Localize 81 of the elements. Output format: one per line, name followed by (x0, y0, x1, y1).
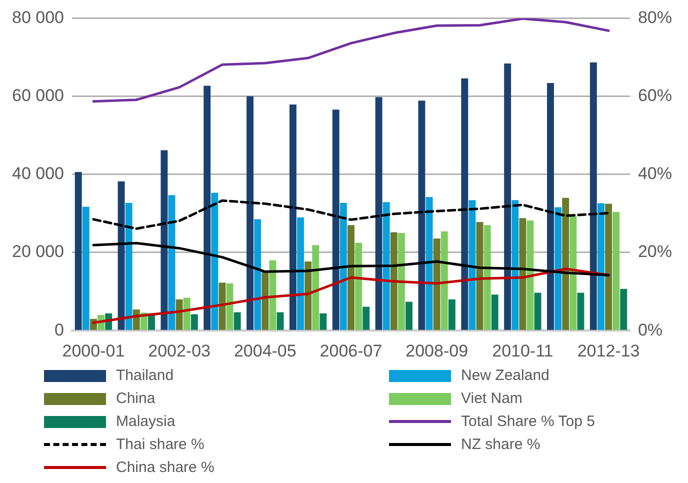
x-tick-label: 2002-03 (148, 341, 210, 360)
bar (504, 64, 512, 330)
bar (491, 294, 498, 330)
legend-label: Thai share % (116, 436, 204, 453)
y2-tick-label: 80% (638, 8, 672, 27)
x-tick-label: 2006-07 (320, 341, 382, 360)
bar (448, 299, 456, 330)
bar (211, 192, 218, 330)
bar (355, 242, 362, 330)
legend-label: China (116, 390, 156, 407)
bar (190, 314, 198, 330)
bar (605, 204, 612, 330)
bar (348, 225, 354, 330)
bar (246, 96, 254, 330)
bar (160, 150, 168, 330)
bar (289, 104, 296, 330)
bar (390, 232, 398, 330)
bar (125, 202, 132, 330)
legend-label: Total Share % Top 5 (461, 413, 595, 430)
y-tick-label: 60 000 (12, 86, 64, 105)
y-tick-label: 80 000 (12, 8, 64, 27)
bar (577, 292, 584, 330)
y-tick-label: 0 (54, 320, 64, 340)
y2-tick-label: 60% (638, 86, 672, 105)
bar (332, 110, 340, 330)
bar (590, 62, 597, 330)
bar (297, 217, 304, 330)
bar (418, 100, 426, 330)
y-tick-label: 20 000 (12, 242, 64, 262)
x-tick-label: 2000-01 (62, 341, 125, 360)
bar (254, 219, 262, 330)
bar (562, 198, 570, 330)
legend-label: New Zealand (461, 367, 550, 384)
bar (519, 218, 526, 330)
x-tick-label: 2012-13 (577, 341, 640, 360)
y2-tick-label: 20% (638, 242, 672, 262)
bar (218, 282, 226, 330)
bar (534, 292, 542, 330)
bar (484, 225, 491, 330)
x-tick-label: 2004-05 (234, 341, 296, 360)
legend-label: Thailand (116, 367, 174, 384)
legend-label: NZ share % (461, 436, 540, 453)
bar (74, 172, 82, 330)
bar (398, 232, 405, 330)
line-series (92, 199, 610, 230)
bar (276, 312, 284, 330)
bar (362, 306, 370, 330)
bar (620, 288, 628, 330)
bar (204, 86, 211, 330)
bar (461, 78, 468, 330)
bar (382, 202, 390, 330)
bar (340, 202, 347, 330)
legend-label: China share % (116, 459, 214, 476)
bar (597, 203, 604, 330)
bar (433, 238, 440, 330)
bar (226, 283, 234, 330)
bar (183, 298, 190, 330)
bar (570, 216, 577, 330)
bar (269, 260, 276, 330)
bar (234, 312, 241, 330)
bar (304, 261, 312, 330)
bar (440, 231, 448, 330)
bar (554, 207, 562, 330)
bar (320, 313, 327, 330)
bar (176, 299, 183, 330)
bar (468, 200, 476, 330)
bar (406, 302, 412, 330)
bar (375, 97, 382, 330)
bar (312, 245, 320, 330)
bar (262, 272, 269, 330)
y2-tick-label: 0% (638, 320, 663, 340)
y-tick-label: 40 000 (12, 164, 64, 184)
bar (612, 212, 620, 330)
x-tick-label: 2008-09 (406, 341, 468, 360)
bar (82, 206, 90, 330)
bar (512, 200, 519, 330)
y2-tick-label: 40% (638, 164, 672, 184)
bar (547, 83, 554, 330)
x-tick-label: 2010-11 (492, 341, 554, 360)
legend-label: Malaysia (116, 413, 176, 430)
legend-label: Viet Nam (461, 390, 522, 407)
